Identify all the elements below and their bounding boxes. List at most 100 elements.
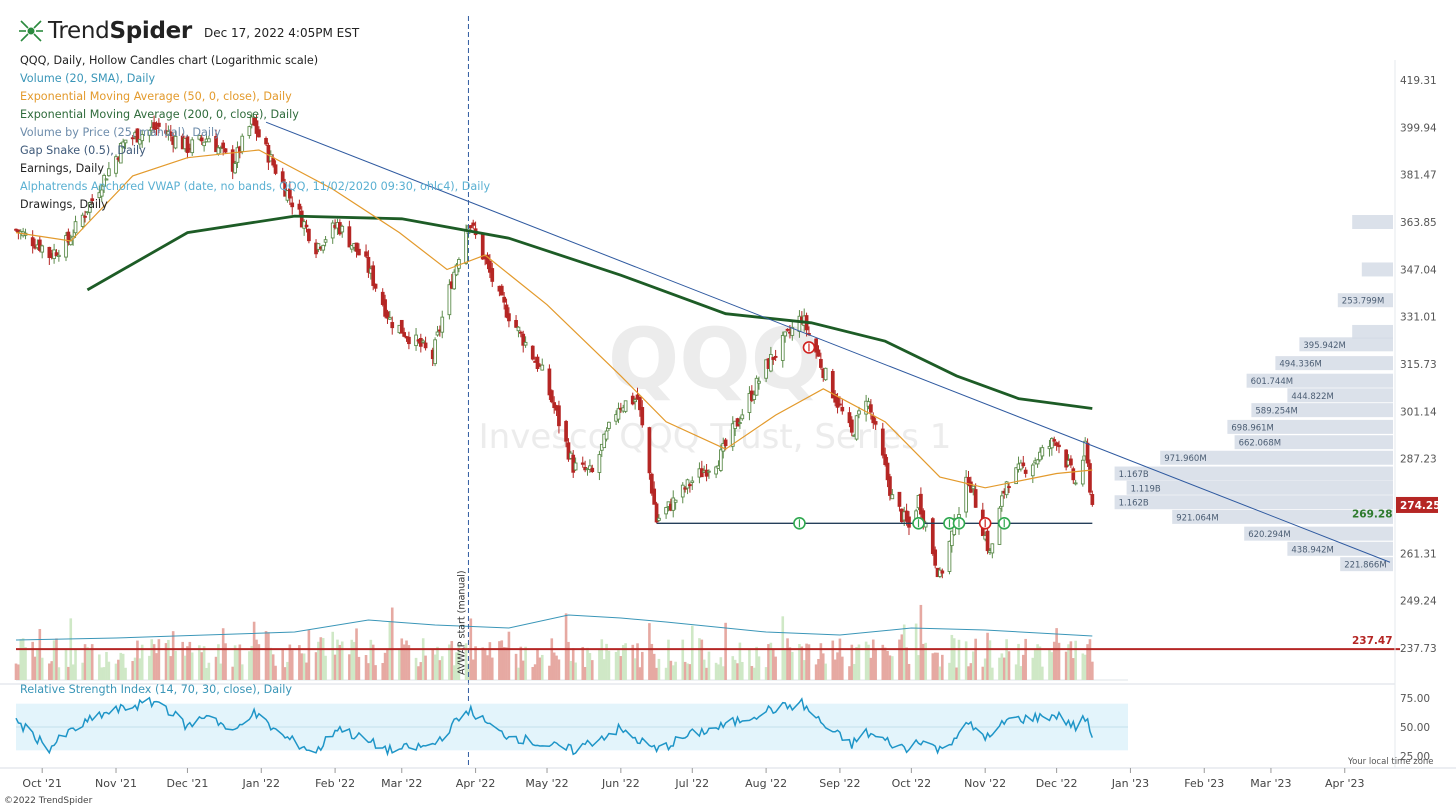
volume-bar xyxy=(948,662,951,680)
candle-body xyxy=(840,406,845,412)
legend-item[interactable]: Earnings, Daily xyxy=(20,162,104,175)
volume-bar xyxy=(767,644,770,680)
volume-bar xyxy=(502,647,506,680)
volume-bar xyxy=(240,664,244,680)
candle-body xyxy=(471,222,476,226)
candle-body xyxy=(307,228,311,242)
candle-body xyxy=(597,454,602,473)
volume-bar xyxy=(798,644,801,680)
volume-bar xyxy=(786,638,789,680)
candle-body xyxy=(1050,438,1054,449)
volume-bar xyxy=(117,659,120,680)
candle-body xyxy=(873,421,878,425)
volume-bar xyxy=(400,638,404,680)
candle-body xyxy=(607,421,611,429)
candle-body xyxy=(321,244,326,251)
volume-bar xyxy=(764,667,768,680)
candle-body xyxy=(640,407,645,426)
volume-bar xyxy=(981,666,985,680)
volume-bar xyxy=(1014,664,1018,680)
candle-body xyxy=(771,356,776,360)
candle-body xyxy=(1090,494,1095,505)
volume-bar xyxy=(619,656,623,680)
volume-bar xyxy=(636,643,639,680)
candle-body xyxy=(990,543,995,554)
volume-bar xyxy=(805,643,808,680)
volume-bar xyxy=(138,658,142,680)
volume-bar xyxy=(517,667,520,680)
candle-body xyxy=(854,415,859,440)
volume-bar xyxy=(671,665,675,680)
rsi-tick-label: 25.00 xyxy=(1400,751,1430,763)
volume-bar xyxy=(605,643,608,680)
volume-bar xyxy=(1007,651,1011,680)
candle-body xyxy=(885,462,890,481)
volume-bar xyxy=(583,666,587,680)
candle-body xyxy=(64,235,68,258)
volume-bar xyxy=(483,648,487,680)
volume-bar xyxy=(536,649,539,680)
legend-item[interactable]: Gap Snake (0.5), Daily xyxy=(20,144,146,157)
candle-body xyxy=(1071,468,1076,481)
candle-body xyxy=(185,136,190,153)
volume-bar xyxy=(200,652,204,680)
y-tick-label: 237.73 xyxy=(1400,643,1437,655)
candle-body xyxy=(673,499,678,503)
legend-item[interactable]: Exponential Moving Average (50, 0, close… xyxy=(20,90,292,103)
volume-bar xyxy=(938,666,942,680)
candle-body xyxy=(714,466,718,475)
vbp-volume-label: 601.744M xyxy=(1251,377,1293,387)
candle-body xyxy=(773,355,778,358)
volume-bar xyxy=(855,646,858,680)
volume-bar xyxy=(1031,657,1035,680)
volume-bar xyxy=(1002,657,1006,680)
volume-bar xyxy=(514,653,518,680)
volume-bar xyxy=(717,664,720,680)
vbp-bar xyxy=(1126,480,1393,495)
volume-bar xyxy=(731,656,735,680)
legend-item[interactable]: Alphatrends Anchored VWAP (date, no band… xyxy=(20,180,491,193)
volume-bar xyxy=(848,666,851,680)
volume-bar xyxy=(650,643,654,680)
volume-bar xyxy=(769,642,773,680)
candle-body xyxy=(190,139,195,154)
legend-item[interactable]: Drawings, Daily xyxy=(20,198,108,211)
candles xyxy=(14,112,1095,579)
volume-bar xyxy=(936,652,939,680)
candle-body xyxy=(347,226,352,248)
volume-bar xyxy=(202,646,206,680)
volume-bar xyxy=(171,631,175,680)
legend-item[interactable]: Exponential Moving Average (200, 0, clos… xyxy=(20,108,299,121)
volume-bar xyxy=(140,644,144,680)
y-tick-label: 331.01 xyxy=(1400,312,1437,324)
volume-bar xyxy=(19,639,23,680)
volume-bar xyxy=(988,640,992,680)
legend-item[interactable]: QQQ, Daily, Hollow Candles chart (Logari… xyxy=(20,54,319,67)
volume-bar xyxy=(302,653,306,680)
volume-bar xyxy=(188,641,192,680)
legend-item[interactable]: Volume by Price (25, manual), Daily xyxy=(20,126,221,139)
legend-item[interactable]: Volume (20, SMA), Daily xyxy=(20,72,156,85)
candle-body xyxy=(273,164,278,174)
candle-body xyxy=(357,248,361,256)
volume-bar xyxy=(883,647,887,680)
volume-bar xyxy=(917,655,920,680)
volume-bar xyxy=(669,660,673,680)
vbp-bar xyxy=(1114,466,1393,481)
volume-bar xyxy=(421,638,425,680)
volume-bar xyxy=(955,667,958,680)
volume-bar xyxy=(450,641,454,680)
volume-bar xyxy=(864,641,868,680)
volume-bar xyxy=(105,651,108,680)
y-tick-label: 287.23 xyxy=(1400,454,1437,466)
candle-body xyxy=(830,371,835,399)
volume-bar xyxy=(700,639,704,680)
volume-bar xyxy=(252,621,256,680)
volume-bar xyxy=(881,644,885,680)
last-price-box xyxy=(1396,496,1438,513)
volume-bar xyxy=(100,667,104,680)
vbp-volume-label: 620.294M xyxy=(1248,530,1290,540)
volume-bar xyxy=(438,660,442,680)
x-tick-label: Mar '23 xyxy=(1250,777,1291,790)
